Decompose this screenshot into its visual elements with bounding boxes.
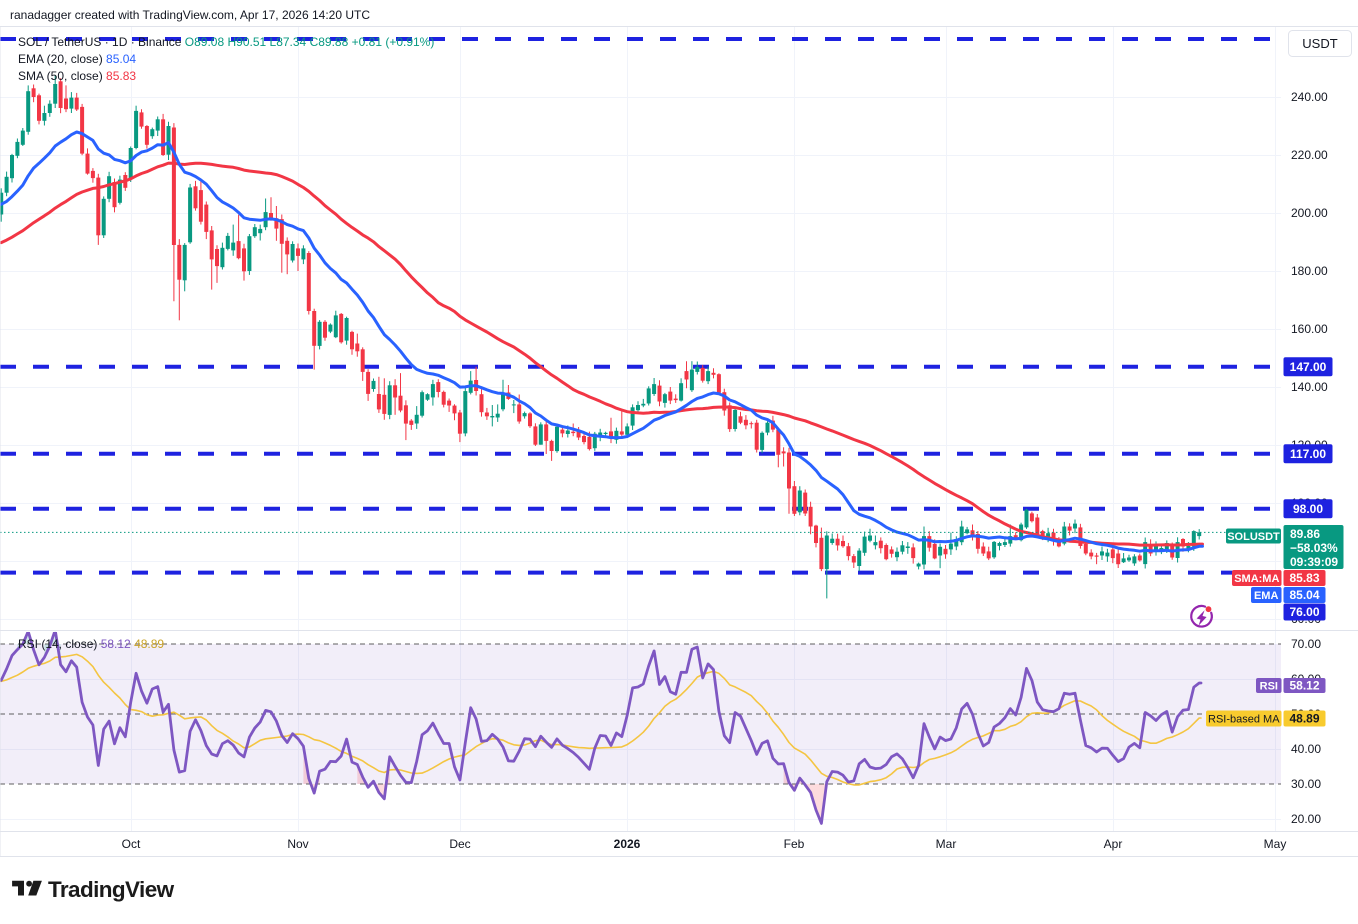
svg-text:SMA (50, close) 85.83: SMA (50, close) 85.83: [18, 69, 136, 83]
svg-text:98.00: 98.00: [1293, 502, 1323, 516]
svg-text:30.00: 30.00: [1291, 777, 1321, 791]
svg-text:SOLUSDT: SOLUSDT: [1227, 531, 1280, 543]
svg-text:147.00: 147.00: [1290, 360, 1327, 374]
svg-text:09:39:09: 09:39:09: [1290, 555, 1338, 569]
svg-text:EMA (20, close) 85.04: EMA (20, close) 85.04: [18, 52, 136, 66]
svg-text:20.00: 20.00: [1291, 812, 1321, 826]
svg-text:Nov: Nov: [287, 837, 308, 851]
svg-text:Mar: Mar: [936, 837, 957, 851]
svg-text:EMA: EMA: [1254, 590, 1279, 602]
svg-text:May: May: [1264, 837, 1287, 851]
svg-text:2026: 2026: [614, 837, 641, 851]
svg-text:140.00: 140.00: [1291, 380, 1328, 394]
svg-text:160.00: 160.00: [1291, 322, 1328, 336]
svg-text:220.00: 220.00: [1291, 148, 1328, 162]
svg-text:76.00: 76.00: [1289, 605, 1319, 619]
svg-text:180.00: 180.00: [1291, 264, 1328, 278]
svg-text:200.00: 200.00: [1291, 206, 1328, 220]
svg-text:USDT: USDT: [1302, 36, 1337, 51]
svg-text:Oct: Oct: [122, 837, 141, 851]
svg-text:Apr: Apr: [1104, 837, 1123, 851]
svg-text:RSI (14, close) 58.12 48.89: RSI (14, close) 58.12 48.89: [18, 637, 164, 651]
svg-text:70.00: 70.00: [1291, 637, 1321, 651]
svg-text:Feb: Feb: [784, 837, 805, 851]
svg-text:TradingView: TradingView: [48, 877, 175, 902]
svg-text:SOL / TetherUS · 1D · Binance: SOL / TetherUS · 1D · Binance O89.08 H90…: [18, 35, 434, 49]
svg-text:58.12: 58.12: [1289, 679, 1319, 693]
svg-text:85.04: 85.04: [1289, 588, 1319, 602]
svg-text:240.00: 240.00: [1291, 90, 1328, 104]
svg-text:−58.03%: −58.03%: [1290, 541, 1338, 555]
svg-text:Dec: Dec: [449, 837, 470, 851]
svg-text:ranadagger created with Tradin: ranadagger created with TradingView.com,…: [10, 8, 370, 22]
svg-text:48.89: 48.89: [1289, 712, 1319, 726]
svg-text:RSI-based MA: RSI-based MA: [1208, 714, 1280, 726]
svg-text:85.83: 85.83: [1289, 571, 1319, 585]
svg-text:89.86: 89.86: [1290, 527, 1320, 541]
svg-text:SMA:MA: SMA:MA: [1234, 573, 1279, 585]
svg-text:40.00: 40.00: [1291, 742, 1321, 756]
svg-text:RSI: RSI: [1260, 681, 1278, 693]
svg-text:117.00: 117.00: [1290, 447, 1326, 461]
